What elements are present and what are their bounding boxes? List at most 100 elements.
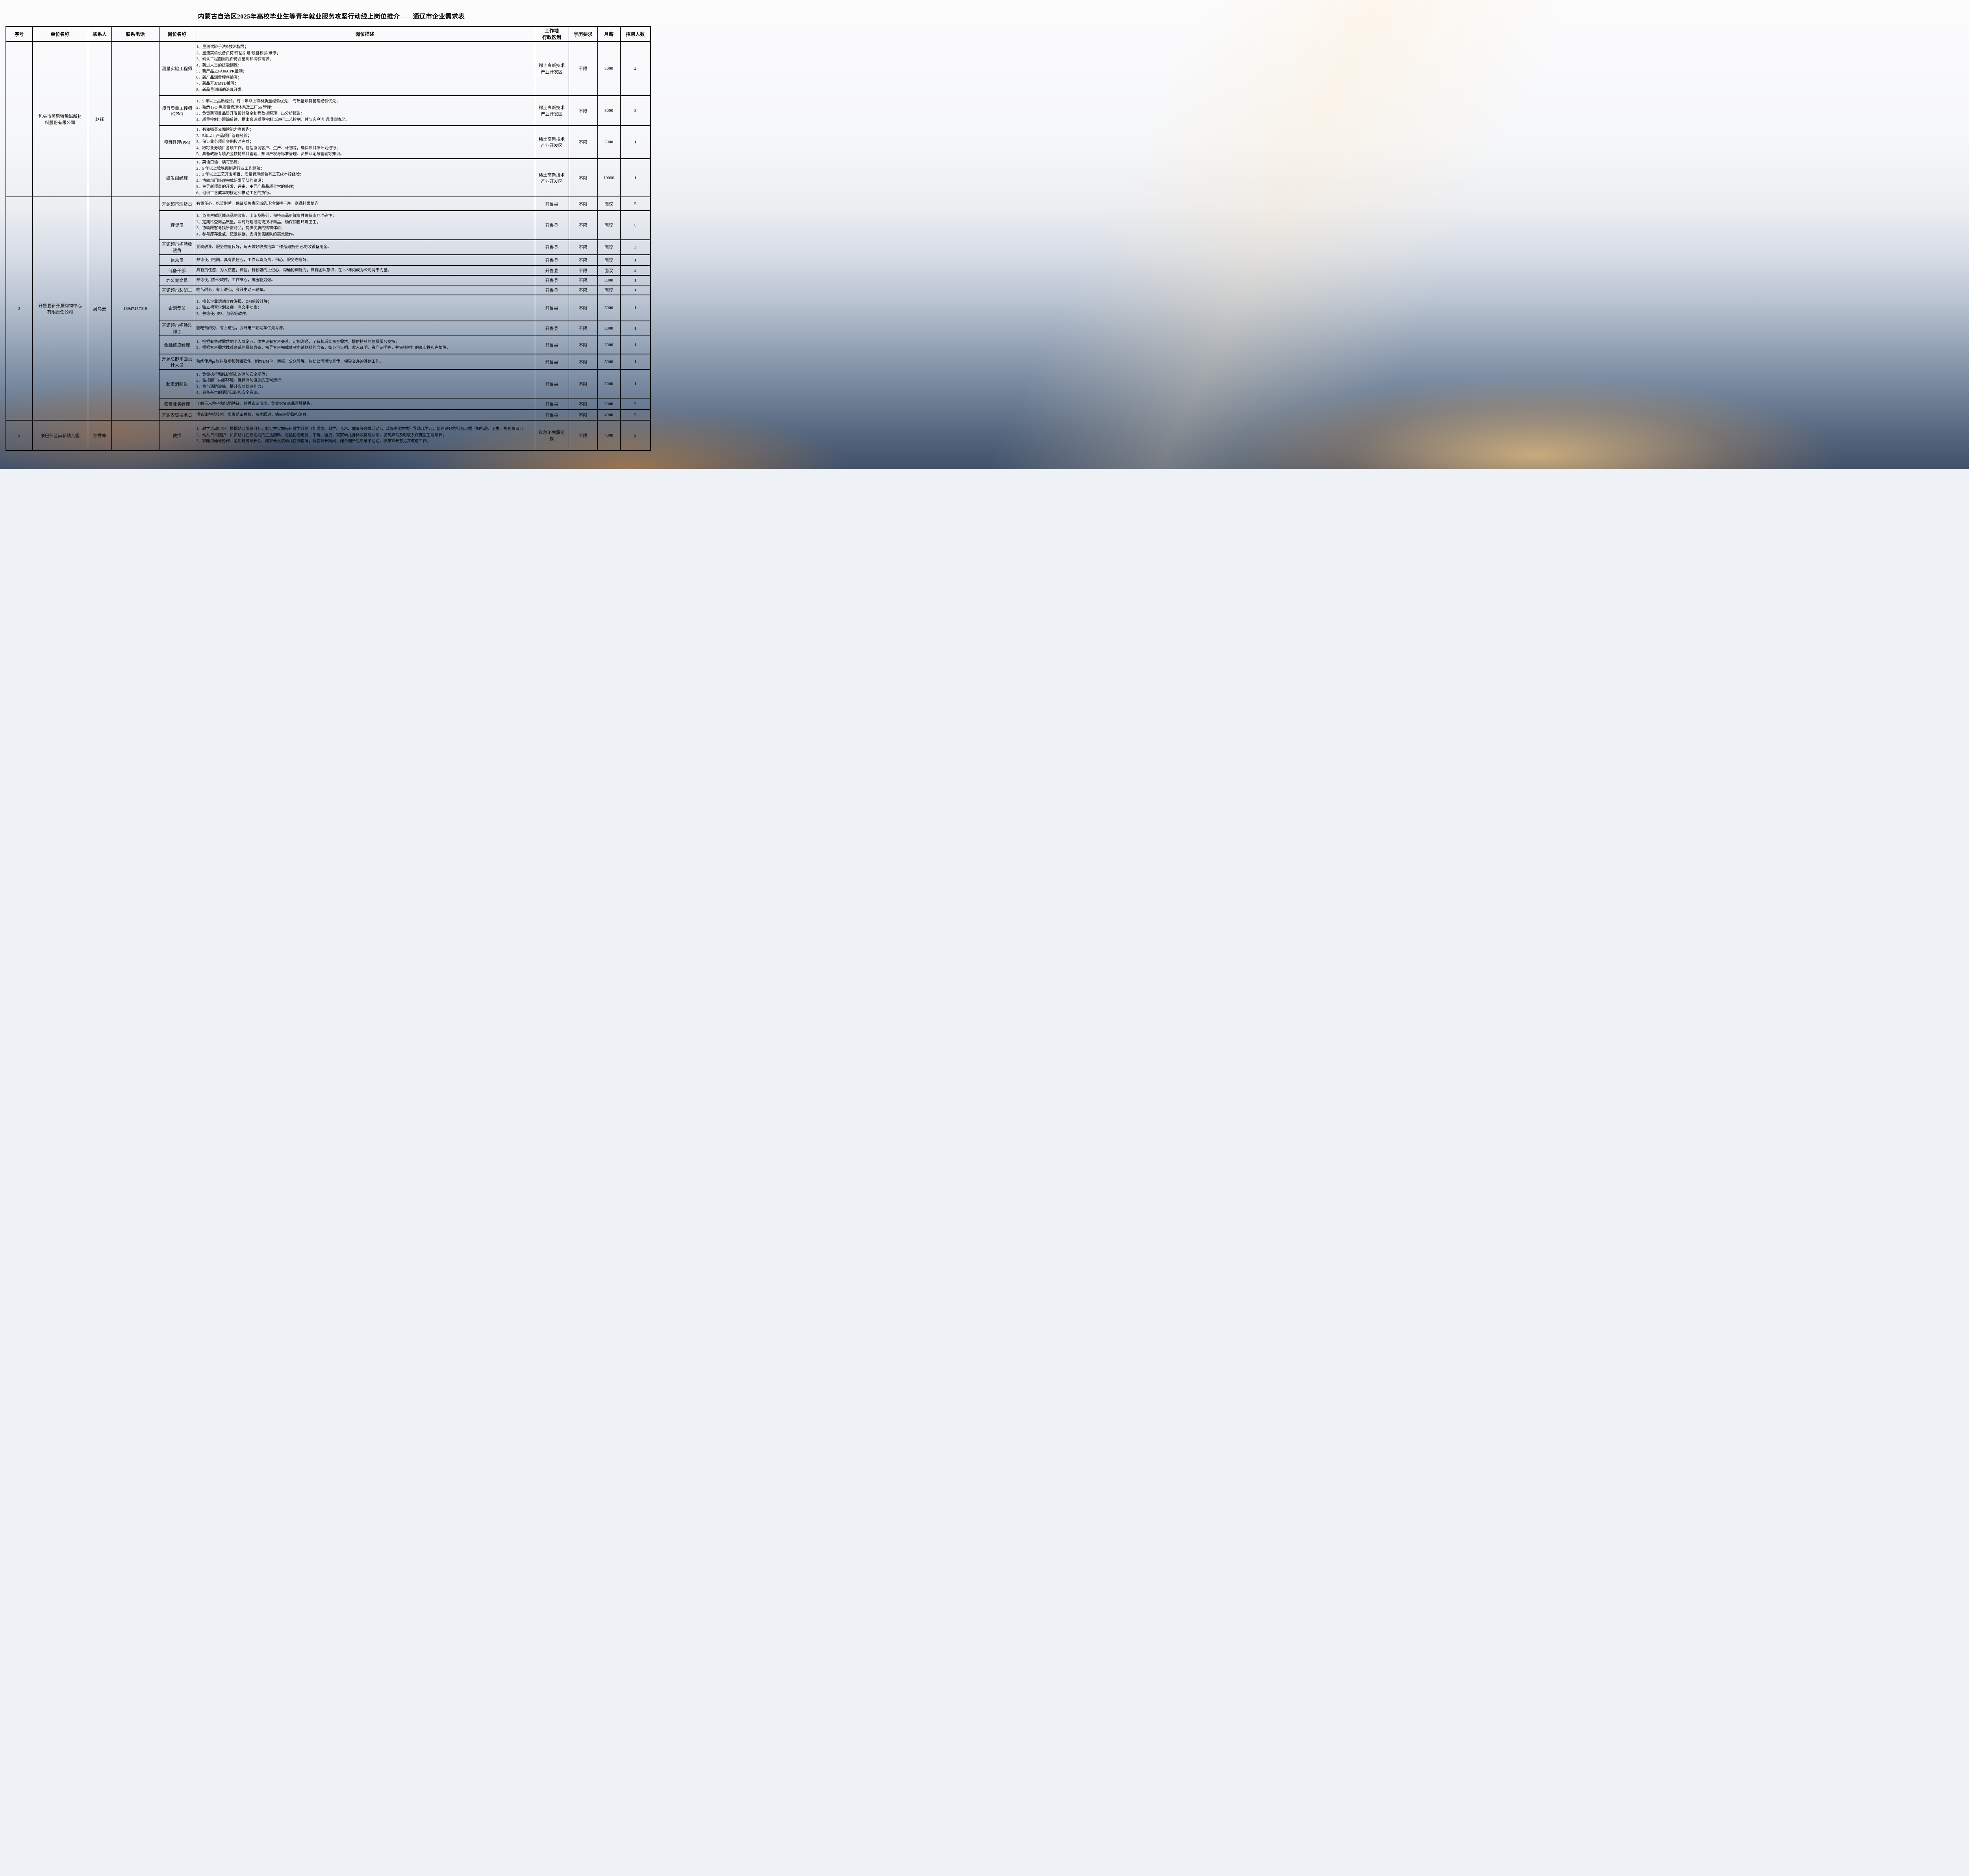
salary-cell: 10000	[597, 158, 621, 197]
description-cell: 了解玉米种子和化肥特征，熟悉农业市场，负责农资商品区域销售。	[195, 398, 535, 410]
location-cell: 稀土高新技术 产业开发区	[534, 95, 569, 126]
position-cell: 开源超市理货员	[159, 196, 195, 211]
description-line: 吃苦耐劳，有上进心，会开电动三轮车。	[196, 287, 267, 292]
education-cell: 不限	[568, 158, 598, 197]
position-cell: 开源超市招聘收 银员	[159, 239, 195, 255]
description-line: 4、具备基本的消防知识和安全意识。	[196, 391, 261, 395]
description-line: 熟练使用ps软件及视频剪辑软件、制作DM单、海报、公众号等，协助公司活动宣传，领…	[196, 359, 384, 364]
description-line: 能吃苦耐劳，有上进心，会开电三轮动车优先考虑。	[196, 326, 287, 331]
position-cell: 办公室文员	[159, 275, 195, 285]
count-cell: 3	[620, 265, 651, 276]
location-cell: 稀土高新技术 产业开发区	[534, 41, 569, 96]
education-cell: 不限	[568, 125, 598, 159]
description-line: 1、负责生鲜区域商品的收货、上架及陈列，保持商品新鲜度并确保库存准确性；	[196, 214, 336, 218]
description-cell: 1、挖掘有贷款需求的个人或企业。维护现有客户关系，定期沟通，了解其后续资金需求，…	[195, 336, 535, 354]
col-seq: 序号	[6, 26, 33, 42]
header-row: 序号 单位名称 联系人 联系电话 岗位名称 岗位描述 工作地 行政区划 学历要求…	[6, 26, 651, 42]
description-line: 4、新进人员的技能训练；	[196, 63, 242, 68]
education-cell: 不限	[568, 295, 598, 321]
salary-cell: 3000	[597, 295, 621, 321]
location-cell: 科尔沁右翼前 旗	[534, 420, 569, 451]
table-row: 信息员 熟练使用电脑，具有责任心，工作认真负责，细心，服务态度好。 开鲁县 不限 面议 1	[6, 254, 651, 266]
description-line: 3、保证业务项目交期按时完成；	[196, 140, 254, 145]
education-cell: 不限	[568, 239, 598, 255]
contact-cell: 孙秀峰	[87, 420, 112, 451]
location-cell: 开鲁县	[534, 409, 569, 421]
description-cell: 具有责任感，为人正直，诚信，有较强的上进心，沟通协调能力，具有团队意识，在1~2…	[195, 265, 535, 276]
table-row: 企划专员 1、擅长企业活动宣传海报、DM单设计等； 2、独立撰写企划文案，有文字功底…	[6, 295, 651, 321]
education-cell: 不限	[568, 409, 598, 421]
col-description: 岗位描述	[195, 26, 535, 42]
salary-cell: 3000	[597, 398, 621, 410]
description-cell: 能吃苦耐劳，有上进心，会开电三轮动车优先考虑。	[195, 321, 535, 336]
count-cell: 1	[620, 369, 651, 399]
description-line: 1、5 年以上品质经验，有 3 年以上磁材质量经验优先； 有质量项目管理经验优先…	[196, 99, 340, 104]
location-cell: 开鲁县	[534, 265, 569, 276]
education-cell: 不限	[568, 95, 598, 126]
count-cell: 1	[620, 254, 651, 266]
count-cell: 1	[620, 321, 651, 336]
position-cell: 储备干部	[159, 265, 195, 276]
salary-cell: 3000	[597, 336, 621, 354]
description-cell: 有责任心，吃苦耐劳，保证所负责区域的环境保持干净，商品排面整齐	[195, 196, 535, 211]
description-line: 1、挖掘有贷款需求的个人或企业。维护现有客户关系，定期沟通，了解其后续资金需求，…	[196, 339, 399, 344]
table-row: 研发副经理 1、英语口语、读写熟练； 2、5 年以上钕铁硼制造行业工作经验； 3、3 …	[6, 158, 651, 197]
position-cell: 开源农资技术员	[159, 409, 195, 421]
education-cell: 不限	[568, 420, 598, 451]
location-cell: 开鲁县	[534, 285, 569, 295]
description-line: 3、负责新项目品质开发设计及全制程数据整理，出分析报告；	[196, 111, 305, 116]
salary-cell: 5000	[597, 41, 621, 96]
description-line: 1、量测试验手法&技术指导；	[196, 45, 249, 49]
company-cell: 开鲁县新开源购物中心 有限责任公司	[32, 196, 88, 421]
count-cell: 5	[620, 409, 651, 421]
description-line: 8、新品量测辅助治具开发。	[196, 87, 246, 92]
table-row: 储备干部 具有责任感，为人正直，诚信，有较强的上进心，沟通协调能力，具有团队意识，…	[6, 265, 651, 276]
description-line: 5、新产品之FAI&CPK量测；	[196, 69, 247, 74]
description-line: 1、负责执行和维护超市的消防安全规范；	[196, 372, 269, 377]
table-body: 包头市英思特稀磁新材 料股份有限公司 赵钰 测量实验工程师 1、量测试验手法&技术指导…	[6, 41, 651, 451]
description-line: 6、组织工艺成本的核定和推动工艺的执行。	[196, 191, 273, 195]
description-line: 4、参与库存盘点，记录数据，支持销售团队的高效运作。	[196, 232, 297, 237]
table-row: 理货员 1、负责生鲜区域商品的收货、上架及陈列，保持商品新鲜度并确保库存准确性； 2…	[6, 210, 651, 240]
description-line: 3、家园沟通与协作：定期通过家长会、向家长反馈幼儿在园情况，解答家长疑问；配合园…	[196, 439, 431, 444]
description-cell: 1、有较强英文阅读能力者优先； 2、5年以上产品项目管理经验； 3、保证业务项目交期…	[195, 125, 535, 159]
col-position: 岗位名称	[159, 26, 195, 42]
salary-cell: 5000	[597, 125, 621, 159]
description-line: 2、根据客户需求推荐合适的贷款方案，指导客户完成贷款申请材料的准备，如身份证明、…	[196, 346, 451, 350]
description-cell: 懂农业种植技术，负责范田种植，技术跟进，病虫害防御和治理。	[195, 409, 535, 421]
location-cell: 开鲁县	[534, 254, 569, 266]
description-cell: 熟练使用ps软件及视频剪辑软件、制作DM单、海报、公众号等，协助公司活动宣传，领…	[195, 354, 535, 370]
location-cell: 开鲁县	[534, 369, 569, 399]
description-line: 4、协助部门经理完成研发团队的建设；	[196, 178, 265, 183]
salary-cell: 3000	[597, 275, 621, 285]
salary-cell: 面议	[597, 254, 621, 266]
position-cell: 开源总部平面设 计人员	[159, 354, 195, 370]
description-cell: 1、负责生鲜区域商品的收货、上架及陈列，保持商品新鲜度并确保库存准确性； 2、定期…	[195, 210, 535, 240]
location-cell: 开鲁县	[534, 210, 569, 240]
table-row: 开源农资技术员 懂农业种植技术，负责范田种植，技术跟进，病虫害防御和治理。 开鲁县不…	[6, 409, 651, 421]
contact-cell: 赵钰	[87, 41, 112, 197]
description-cell: 熟练使用办公软件，工作细心，抗压能力强。	[195, 275, 535, 285]
location-cell: 开鲁县	[534, 295, 569, 321]
col-contact: 联系人	[87, 26, 112, 42]
description-line: 2、独立撰写企划文案，有文字功底；	[196, 306, 261, 310]
description-line: 4、跟踪业务项目各项工作，包括协调客户、生产、计划等，确保项目按计划进行；	[196, 146, 340, 150]
count-cell: 3	[620, 95, 651, 126]
seq-cell	[6, 41, 33, 197]
seq-cell: 3	[6, 420, 33, 451]
position-cell: 信息员	[159, 254, 195, 266]
table-row: 超市消防员 1、负责执行和维护超市的消防安全规范； 2、监控超市内部环境，确保消防设…	[6, 369, 651, 399]
salary-cell: 面议	[597, 285, 621, 295]
education-cell: 不限	[568, 336, 598, 354]
contact-cell: 吴乌云	[87, 196, 112, 421]
phone-cell: 18947457019	[111, 196, 159, 421]
table-row: 开源总部平面设 计人员 熟练使用ps软件及视频剪辑软件、制作DM单、海报、公众号等…	[6, 354, 651, 370]
count-cell: 5	[620, 210, 651, 240]
count-cell: 1	[620, 275, 651, 285]
col-salary: 月薪	[597, 26, 621, 42]
education-cell: 不限	[568, 369, 598, 399]
location-cell: 稀土高新技术 产业开发区	[534, 125, 569, 159]
company-cell: 包头市英思特稀磁新材 料股份有限公司	[32, 41, 88, 197]
salary-cell: 4000	[597, 409, 621, 421]
page: { "title": "内蒙古自治区2025年高校毕业生等青年就业服务攻坚行动线…	[0, 0, 663, 469]
